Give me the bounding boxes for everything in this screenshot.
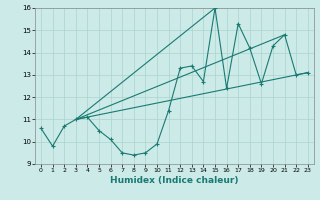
X-axis label: Humidex (Indice chaleur): Humidex (Indice chaleur) — [110, 176, 239, 185]
